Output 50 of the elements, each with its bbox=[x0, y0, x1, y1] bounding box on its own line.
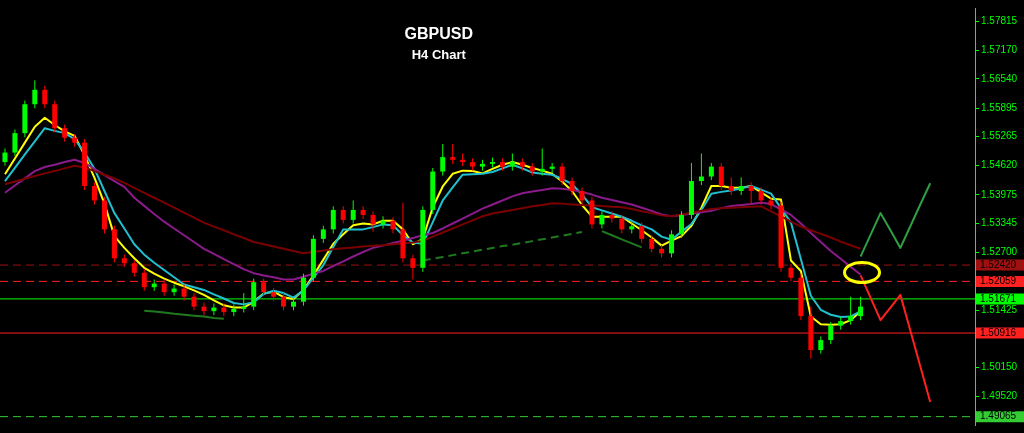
candlestick bbox=[718, 162, 724, 191]
y-tick-label: 1.51425 bbox=[981, 303, 1018, 315]
candlestick bbox=[440, 143, 446, 177]
candlestick bbox=[42, 85, 48, 109]
candlestick bbox=[360, 205, 366, 220]
candlestick bbox=[12, 129, 18, 157]
candlestick bbox=[828, 321, 834, 345]
text: H4 Chart bbox=[411, 46, 467, 62]
y-tick-label: 1.54620 bbox=[981, 159, 1018, 171]
candlestick bbox=[609, 210, 615, 224]
candlestick bbox=[390, 216, 396, 234]
ref-line-label: 1.50916 bbox=[980, 326, 1017, 338]
candlestick bbox=[758, 186, 764, 206]
candlestick bbox=[748, 181, 754, 206]
y-tick-label: 1.55265 bbox=[981, 130, 1018, 142]
y-tick-label: 1.53975 bbox=[981, 188, 1018, 200]
candlestick bbox=[330, 205, 336, 234]
candlestick bbox=[350, 199, 356, 224]
candlestick bbox=[52, 100, 58, 133]
candlestick bbox=[539, 148, 545, 177]
candlestick bbox=[599, 210, 605, 229]
y-tick-label: 1.49520 bbox=[981, 389, 1018, 401]
y-tick-label: 1.55895 bbox=[981, 101, 1018, 113]
candlestick bbox=[370, 210, 376, 233]
candlestick bbox=[679, 210, 685, 239]
candlestick bbox=[579, 186, 585, 206]
ref-line-label: 1.49065 bbox=[980, 410, 1017, 422]
candlestick bbox=[450, 143, 456, 165]
y-tick-label: 1.50150 bbox=[981, 361, 1018, 373]
y-tick-label: 1.56540 bbox=[981, 72, 1018, 84]
candlestick bbox=[92, 181, 98, 206]
ref-line-label: 1.51671 bbox=[980, 292, 1017, 304]
candlestick bbox=[768, 196, 774, 210]
candlestick bbox=[619, 214, 625, 234]
candlestick bbox=[181, 283, 187, 302]
candlestick bbox=[410, 254, 416, 281]
candlestick bbox=[2, 148, 8, 167]
y-tick-label: 1.57815 bbox=[981, 15, 1018, 27]
candlestick bbox=[669, 229, 675, 258]
ref-line-label: 1.52059 bbox=[980, 275, 1017, 287]
candlestick bbox=[141, 268, 147, 292]
candlestick bbox=[639, 222, 645, 244]
candlestick bbox=[559, 162, 565, 186]
ref-line-label: 1.52420 bbox=[980, 258, 1017, 270]
y-tick-label: 1.53345 bbox=[981, 217, 1018, 229]
candlestick bbox=[589, 196, 595, 229]
text: GBPUSD bbox=[404, 25, 473, 43]
y-tick-label: 1.52700 bbox=[981, 246, 1018, 258]
y-tick-label: 1.57170 bbox=[981, 44, 1018, 56]
candlestick bbox=[32, 79, 38, 109]
